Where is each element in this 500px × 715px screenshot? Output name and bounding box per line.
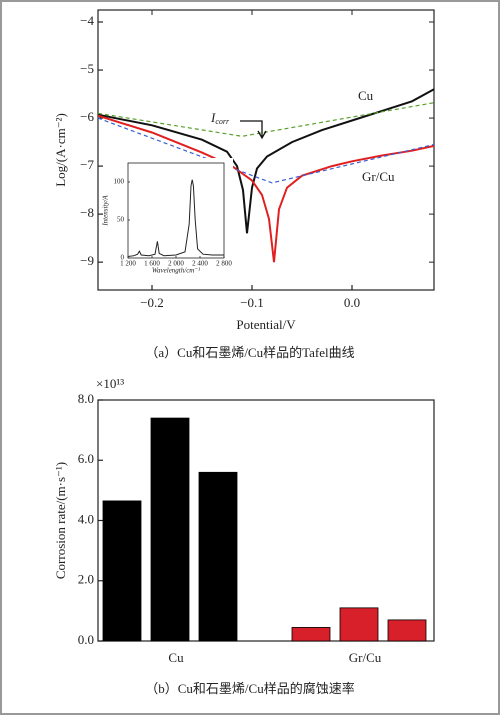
bar xyxy=(102,500,142,642)
x-tick-label: Gr/Cu xyxy=(349,650,382,665)
series-label: Gr/Cu xyxy=(362,169,395,184)
line xyxy=(97,102,435,137)
y-axis-label: Corrosion rate/(m·s⁻¹) xyxy=(53,462,68,579)
plot-frame xyxy=(97,9,435,291)
y-tick-label: −5 xyxy=(80,61,94,76)
bar xyxy=(339,607,379,642)
bar xyxy=(291,627,331,642)
y-tick-label: −7 xyxy=(80,157,94,172)
caption: （b）Cu和石墨烯/Cu样品的腐蚀速率 xyxy=(145,681,354,696)
x-tick-label: 2 800 xyxy=(216,260,232,268)
y-tick-label: −6 xyxy=(80,109,94,124)
annotation-arrow xyxy=(240,120,267,140)
x-tick-label: −0.1 xyxy=(240,295,264,310)
y-tick-label: 0 xyxy=(121,254,125,262)
x-tick-label: 2 000 xyxy=(168,260,184,268)
x-tick-label: 0.0 xyxy=(344,295,360,310)
series-label: Cu xyxy=(358,88,374,103)
x-axis-label: Potential/V xyxy=(236,317,296,332)
inset-y-label: Intensity/A xyxy=(102,195,110,227)
y-tick-label: −8 xyxy=(80,205,94,220)
x-tick-label: 2 400 xyxy=(192,260,208,268)
y-tick-label: 8.0 xyxy=(78,391,94,406)
x-tick-label: 1 200 xyxy=(120,260,136,268)
x-tick-label: Cu xyxy=(168,650,184,665)
bar xyxy=(387,619,427,642)
x-tick-label: −0.2 xyxy=(140,295,164,310)
line xyxy=(97,117,435,184)
y-tick-label: 4.0 xyxy=(78,511,94,526)
annotation-sub: corr xyxy=(215,117,230,126)
x-tick-label: 1 600 xyxy=(144,260,160,268)
y-axis-label: Log/(A·cm⁻²) xyxy=(53,113,68,187)
y-tick-label: −4 xyxy=(80,13,94,28)
bar xyxy=(198,471,238,642)
y-tick-label: 2.0 xyxy=(78,572,94,587)
line xyxy=(97,88,435,234)
y-tick-label: 0.0 xyxy=(78,632,94,647)
inset-x-label: Wavelength/cm⁻¹ xyxy=(152,267,200,275)
y-tick-label: 50 xyxy=(117,216,125,224)
bar xyxy=(150,417,190,642)
y-tick-label: 100 xyxy=(114,178,125,186)
axis-multiplier: ×10¹³ xyxy=(96,376,124,391)
y-tick-label: −9 xyxy=(80,253,94,268)
y-tick-label: 6.0 xyxy=(78,451,94,466)
caption: （a）Cu和石墨烯/Cu样品的Tafel曲线 xyxy=(145,345,354,360)
inset-background xyxy=(117,158,233,276)
line xyxy=(127,179,224,257)
annotation-main: I xyxy=(210,110,216,125)
annotation: Icorr xyxy=(210,110,230,126)
